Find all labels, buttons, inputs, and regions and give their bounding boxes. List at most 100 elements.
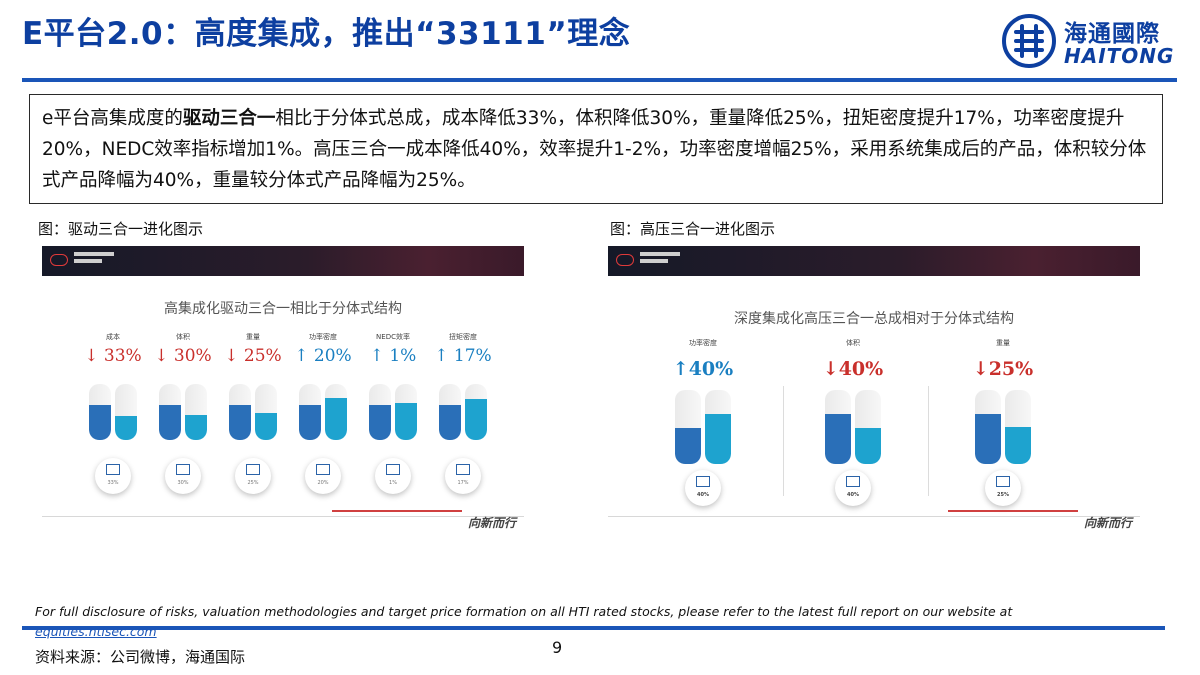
- byd-logo-icon: [50, 254, 68, 266]
- trend-chart-icon: [176, 464, 190, 475]
- title-divider: [22, 78, 1177, 82]
- summary-bold: 驱动三合一: [182, 108, 276, 129]
- badge-value: 20%: [317, 480, 329, 486]
- gauge-tube: [159, 384, 181, 440]
- trend-badge: 40%: [835, 470, 871, 506]
- gauge-fill: [159, 405, 181, 440]
- logo-chinese-name: 海通國際: [1064, 21, 1160, 47]
- metric-label: 体积: [176, 333, 190, 341]
- gauge-fill: [705, 413, 731, 464]
- trend-chart-icon: [246, 464, 260, 475]
- gauge-tube: [115, 384, 137, 440]
- figure-left-panel: 高集成化驱动三合一相比于分体式结构 成本 ↓ 33% 33% 体积 ↓ 30% 30% 重量…: [42, 246, 524, 530]
- trend-chart-icon: [456, 464, 470, 475]
- gauge-tube: [855, 390, 881, 464]
- trend-chart-icon: [846, 476, 860, 487]
- panel-brand-signature: 向新而行: [1083, 516, 1132, 530]
- trend-chart-icon: [106, 464, 120, 475]
- badge-value: 1%: [389, 480, 397, 486]
- gauge-fill: [675, 428, 701, 464]
- metric-tile: 成本 ↓ 33% 33%: [78, 332, 148, 522]
- footer-divider: [22, 626, 1165, 630]
- column-divider: [783, 386, 784, 496]
- trend-chart-icon: [316, 464, 330, 475]
- badge-value: 33%: [107, 480, 119, 486]
- gauge-tube: [255, 384, 277, 440]
- haitong-logo: 海通國際 HAITONG: [994, 8, 1184, 72]
- summary-box: e平台高集成度的驱动三合一相比于分体式总成，成本降低33%，体积降低30%，重量…: [29, 94, 1163, 204]
- metric-value: ↓ 25%: [224, 346, 282, 366]
- gauge-fill: [439, 405, 461, 440]
- metric-label: 重量: [246, 333, 260, 341]
- metric-tile: 功率密度 ↑ 20% 20%: [288, 332, 358, 522]
- metric-value: ↑ 20%: [294, 346, 352, 366]
- trend-chart-icon: [996, 476, 1010, 487]
- gauge-tube: [465, 384, 487, 440]
- metric-value: ↓ 33%: [84, 346, 142, 366]
- gauge-tube: [185, 384, 207, 440]
- badge-value: 25%: [997, 492, 1009, 498]
- metric-label: 重量: [996, 339, 1010, 347]
- trend-badge: 25%: [235, 458, 271, 494]
- website-link[interactable]: equities.htisec.com: [35, 624, 157, 639]
- trend-badge: 1%: [375, 458, 411, 494]
- metric-label: 功率密度: [309, 333, 337, 341]
- gauge-fill: [185, 415, 207, 440]
- gauge-tube: [369, 384, 391, 440]
- metric-label: 功率密度: [689, 339, 717, 347]
- gauge-fill: [299, 405, 321, 440]
- metric-value: ↑40%: [672, 358, 734, 380]
- trend-badge: 40%: [685, 470, 721, 506]
- metric-value: ↑ 1%: [369, 346, 417, 366]
- trend-badge: 20%: [305, 458, 341, 494]
- gauge-tube: [229, 384, 251, 440]
- panel-header-bar: [608, 246, 1140, 276]
- byd-logo-icon: [616, 254, 634, 266]
- metric-tile: 重量 ↓ 25% 25%: [218, 332, 288, 522]
- summary-prefix: e平台高集成度的: [42, 108, 183, 129]
- trend-badge: 30%: [165, 458, 201, 494]
- badge-value: 17%: [457, 480, 469, 486]
- gauge-tube: [705, 390, 731, 464]
- metric-value: ↑ 17%: [434, 346, 492, 366]
- panel-footer-line: [608, 516, 1140, 517]
- panel-header-bar: [42, 246, 524, 276]
- gauge-fill: [325, 398, 347, 440]
- gauge-fill: [825, 413, 851, 464]
- metric-label: NEDC效率: [376, 333, 410, 341]
- gauge-fill: [1005, 427, 1031, 464]
- panel-brand-signature: 向新而行: [467, 516, 516, 530]
- trend-badge: 25%: [985, 470, 1021, 506]
- trend-badge: 33%: [95, 458, 131, 494]
- gauge-tube: [825, 390, 851, 464]
- trend-chart-icon: [386, 464, 400, 475]
- metric-value: ↓40%: [822, 358, 884, 380]
- gauge-fill: [115, 416, 137, 440]
- gauge-fill: [395, 403, 417, 440]
- gauge-tube: [975, 390, 1001, 464]
- metric-label: 成本: [106, 333, 120, 341]
- gauge-tube: [675, 390, 701, 464]
- metric-label: 体积: [846, 339, 860, 347]
- metric-tile: 体积 ↓40% 40%: [798, 338, 908, 528]
- haitong-logo-mark-icon: [1002, 14, 1056, 68]
- gauge-fill: [369, 405, 391, 440]
- gauge-fill: [975, 413, 1001, 464]
- gauge-fill: [255, 413, 277, 440]
- figure-right-panel: 深度集成化高压三合一总成相对于分体式结构 功率密度 ↑40% 40% 体积 ↓40% 40…: [608, 246, 1140, 530]
- trend-badge: 17%: [445, 458, 481, 494]
- panel-title: 高集成化驱动三合一相比于分体式结构: [164, 301, 402, 317]
- metric-tile: 重量 ↓25% 25%: [948, 338, 1058, 528]
- metric-tile: NEDC效率 ↑ 1% 1%: [358, 332, 428, 522]
- gauge-fill: [465, 399, 487, 440]
- slide-title: E平台2.0：高度集成，推出“33111”理念: [22, 16, 631, 52]
- metric-tile: 功率密度 ↑40% 40%: [648, 338, 758, 528]
- summary-text: 相比于分体式总成，成本降低33%，体积降低30%，重量降低25%，扭矩密度提升1…: [42, 108, 1147, 191]
- figure-right-caption: 图：高压三合一进化图示: [610, 220, 776, 238]
- trend-chart-icon: [696, 476, 710, 487]
- metric-tile: 体积 ↓ 30% 30%: [148, 332, 218, 522]
- logo-english-name: HAITONG: [1064, 44, 1175, 68]
- figure-left-caption: 图：驱动三合一进化图示: [38, 220, 204, 238]
- badge-value: 40%: [697, 492, 709, 498]
- column-divider: [928, 386, 929, 496]
